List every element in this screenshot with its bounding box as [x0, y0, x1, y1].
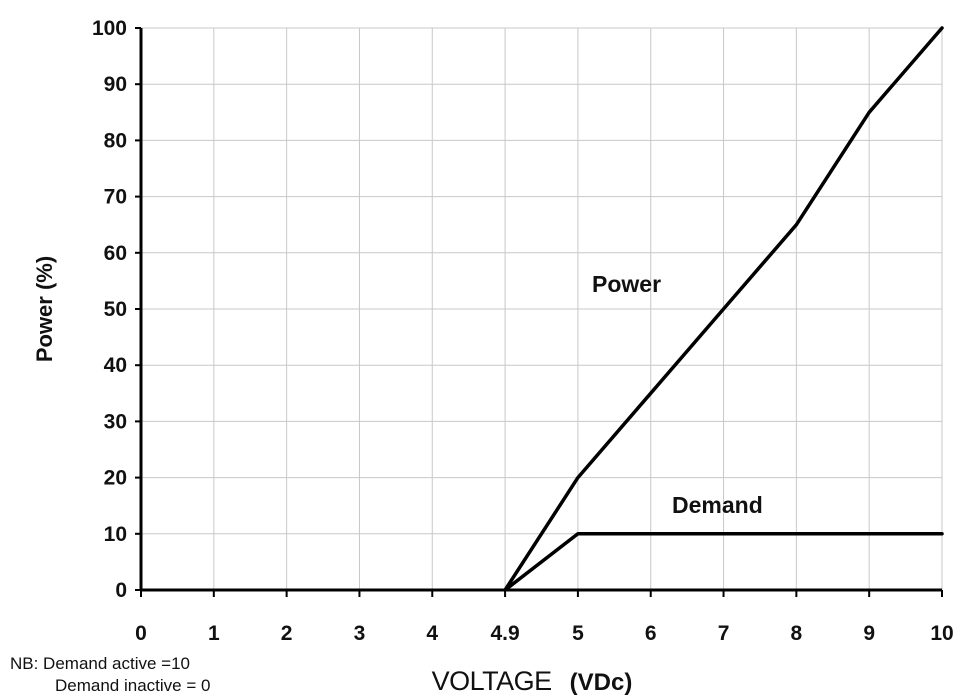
x-tick-label: 9 — [863, 622, 875, 645]
y-tick-label: 100 — [92, 17, 127, 40]
x-tick-label: 10 — [930, 622, 953, 645]
y-tick-label: 0 — [115, 579, 127, 602]
y-tick-label: 50 — [104, 298, 127, 321]
note-line-2: Demand inactive = 0 — [55, 676, 210, 695]
x-tick-label: 1 — [208, 622, 220, 645]
y-tick-label: 30 — [104, 410, 127, 433]
series-line-power — [503, 26, 944, 592]
x-tick-label: 2 — [281, 622, 293, 645]
y-tick-label: 80 — [104, 129, 127, 152]
x-tick-label: 8 — [791, 622, 803, 645]
y-tick-label: 70 — [104, 186, 127, 209]
x-tick-label: 4.9 — [490, 622, 519, 645]
x-tick-label: 5 — [572, 622, 584, 645]
x-tick-label: 6 — [645, 622, 657, 645]
x-tick-label: 4 — [426, 622, 438, 645]
y-tick-label: 20 — [104, 467, 127, 490]
series-label-demand: Demand — [672, 492, 763, 518]
x-tick-label: 0 — [135, 622, 147, 645]
y-tick-label: 90 — [104, 73, 127, 96]
x-axis-unit: (VDc) — [570, 669, 633, 696]
y-axis-label: Power (%) — [32, 256, 57, 362]
x-tick-label: 3 — [354, 622, 366, 645]
y-tick-label: 40 — [104, 354, 127, 377]
grid — [141, 27, 943, 590]
x-axis-label: VOLTAGE — [432, 666, 552, 696]
y-tick-label: 10 — [104, 523, 127, 546]
x-axis-title: VOLTAGE (VDc) — [432, 666, 633, 696]
note-line-1: NB: Demand active =10 — [10, 654, 190, 673]
series-line-demand — [503, 532, 944, 592]
series-lines — [503, 26, 944, 592]
axes — [135, 27, 943, 597]
tick-labels: 0 10 20 30 40 50 60 70 80 90 100 0 1 2 3 4 4.9 5 6 7 8 9 10 — [92, 17, 954, 645]
y-tick-label: 60 — [104, 242, 127, 265]
x-tick-label: 7 — [718, 622, 730, 645]
series-label-power: Power — [592, 271, 661, 297]
